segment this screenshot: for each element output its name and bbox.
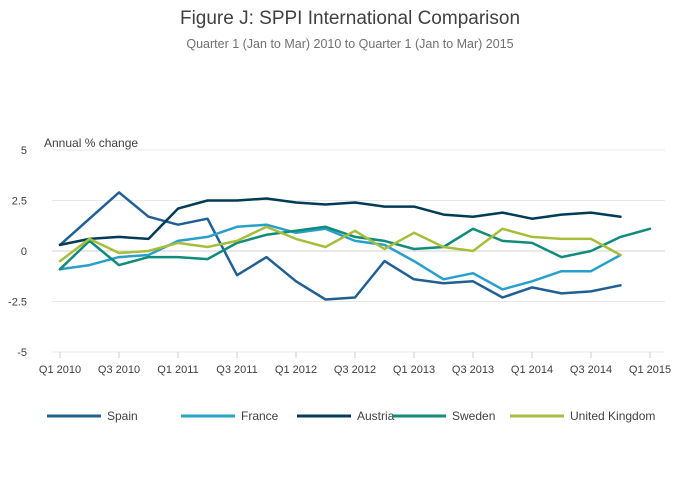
x-tick-label: Q1 2010	[39, 364, 81, 376]
x-tick-label: Q1 2011	[157, 364, 198, 376]
y-tick-label: 2.5	[12, 196, 27, 208]
legend-label: France	[241, 409, 279, 423]
legend-label: Sweden	[452, 409, 495, 423]
x-tick-label: Q1 2015	[629, 364, 671, 376]
chart-subtitle: Quarter 1 (Jan to Mar) 2010 to Quarter 1…	[186, 37, 513, 51]
x-tick-label: Q3 2014	[570, 364, 612, 376]
legend-label: United Kingdom	[570, 409, 655, 423]
chart-title: Figure J: SPPI International Comparison	[180, 8, 520, 29]
x-tick-label: Q3 2012	[334, 364, 376, 376]
x-tick-label: Q3 2010	[98, 364, 140, 376]
x-tick-label: Q1 2013	[393, 364, 435, 376]
legend-item-france[interactable]: France	[181, 409, 279, 423]
y-axis-ticks: 5 2.5 0 -2.5 -5	[8, 145, 27, 359]
x-tick-label: Q3 2011	[216, 364, 257, 376]
legend: Spain France Austria Sweden United Kingdom	[47, 409, 655, 423]
series-line-sweden	[58, 225, 652, 271]
x-tick-label: Q1 2012	[275, 364, 317, 376]
y-tick-label: 0	[21, 246, 27, 258]
series-line-united-kingdom	[58, 225, 622, 263]
legend-label: Austria	[357, 409, 395, 423]
x-tick-label: Q3 2013	[452, 364, 494, 376]
y-tick-label: 5	[21, 145, 27, 157]
series-line-spain	[58, 191, 622, 301]
legend-item-austria[interactable]: Austria	[297, 409, 395, 423]
y-axis-label: Annual % change	[44, 136, 138, 150]
x-tick-label: Q1 2014	[511, 364, 553, 376]
y-tick-label: -5	[17, 347, 27, 359]
legend-item-sweden[interactable]: Sweden	[392, 409, 495, 423]
legend-label: Spain	[107, 409, 138, 423]
x-axis: Q1 2010 Q3 2010 Q1 2011 Q3 2011 Q1 2012 Q3 20…	[39, 352, 671, 376]
series-line-france	[58, 223, 622, 291]
series-line-austria	[58, 197, 622, 247]
legend-item-spain[interactable]: Spain	[47, 409, 138, 423]
y-tick-label: -2.5	[8, 297, 27, 309]
legend-item-united-kingdom[interactable]: United Kingdom	[510, 409, 655, 423]
series-lines	[58, 191, 652, 301]
